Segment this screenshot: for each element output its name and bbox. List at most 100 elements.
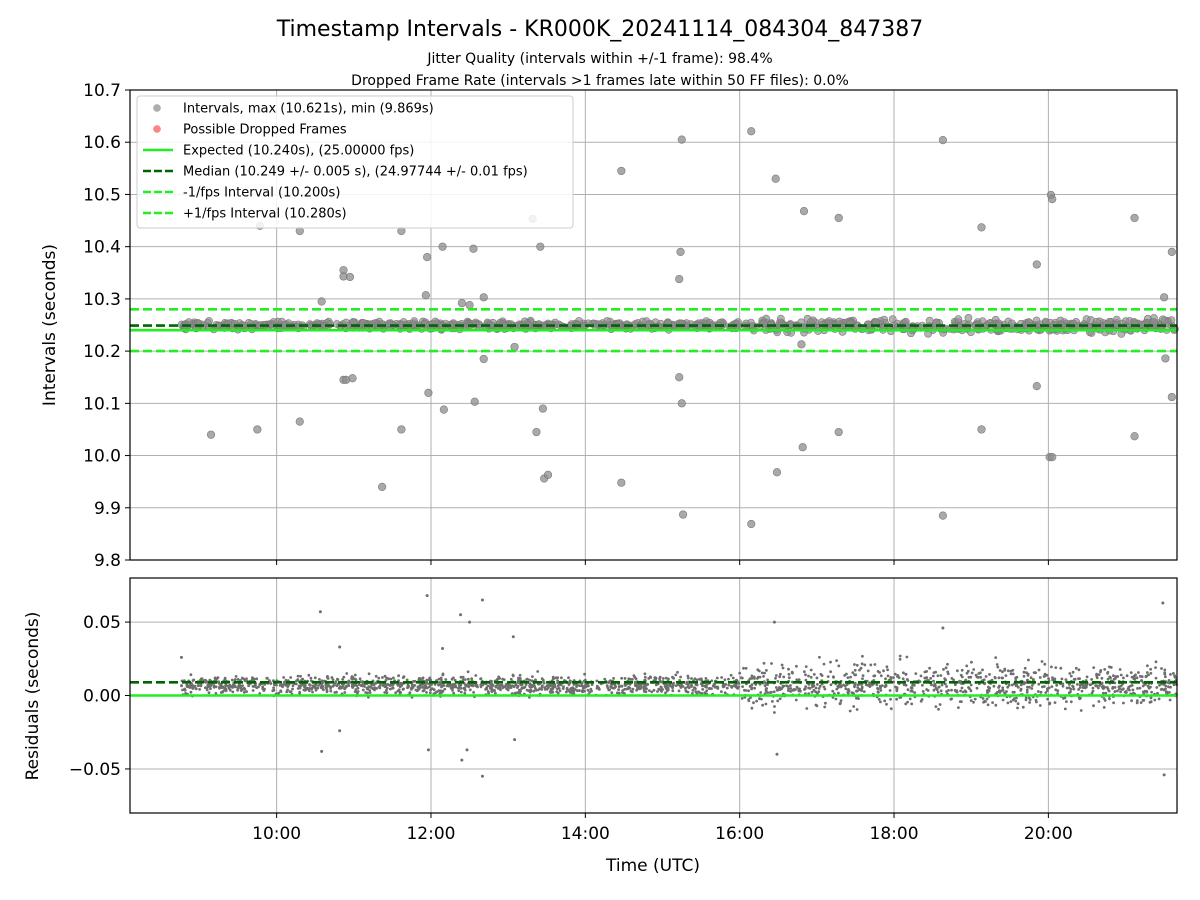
- residual-point: [676, 683, 680, 686]
- residual-point: [441, 684, 445, 688]
- residual-point: [463, 686, 467, 690]
- residual-point: [398, 690, 402, 694]
- residual-point: [518, 673, 522, 677]
- interval-outlier-point: [345, 272, 355, 282]
- residual-point: [875, 683, 879, 687]
- residual-point: [921, 683, 924, 687]
- residual-point: [605, 684, 609, 688]
- residual-point: [965, 664, 969, 668]
- interval-point: [1082, 315, 1091, 324]
- residual-point: [1114, 675, 1118, 678]
- residual-point: [691, 689, 695, 692]
- chart-subtitle-jitter: Jitter Quality (intervals within +/-1 fr…: [426, 51, 772, 67]
- interval-outlier-point: [834, 213, 843, 223]
- residual-point: [765, 687, 768, 690]
- residual-point: [869, 663, 873, 667]
- residual-point: [744, 666, 748, 670]
- residual-point: [505, 687, 509, 691]
- residual-point: [272, 688, 276, 692]
- residual-point: [1144, 674, 1148, 678]
- residual-point: [687, 683, 690, 687]
- residual-outlier-point: [318, 610, 322, 614]
- residual-point: [582, 686, 586, 689]
- residual-point: [859, 666, 863, 670]
- residual-point: [699, 682, 703, 686]
- residual-point: [667, 677, 670, 681]
- intervals-ytick-label: 10.3: [83, 290, 121, 310]
- residual-point: [217, 680, 221, 684]
- residual-outlier-point: [480, 598, 484, 602]
- residual-point: [379, 683, 382, 687]
- residual-point: [919, 699, 923, 703]
- residual-point: [674, 673, 678, 677]
- residual-point: [1056, 689, 1060, 693]
- residual-point: [758, 697, 761, 701]
- residual-point: [1098, 684, 1102, 687]
- residual-point: [1003, 667, 1007, 671]
- residual-point: [518, 688, 521, 692]
- residual-point: [183, 687, 187, 691]
- interval-outlier-point: [797, 340, 806, 349]
- residual-point: [459, 675, 463, 679]
- residual-point: [326, 677, 330, 680]
- residual-point: [1107, 689, 1111, 693]
- residual-point: [814, 686, 818, 690]
- residual-point: [725, 686, 729, 690]
- residual-point: [1009, 700, 1013, 703]
- residual-point: [804, 678, 808, 682]
- residual-point: [311, 690, 314, 694]
- residual-outlier-point: [513, 738, 517, 742]
- residual-point: [468, 688, 472, 692]
- residual-point: [744, 689, 748, 692]
- residual-point: [831, 689, 835, 693]
- residual-point: [750, 683, 754, 687]
- residual-point: [451, 689, 454, 692]
- residual-point: [1001, 698, 1005, 702]
- residual-point: [1047, 677, 1050, 680]
- residual-point: [863, 663, 867, 667]
- residual-point: [950, 677, 954, 680]
- residual-point: [799, 689, 802, 693]
- residual-point: [528, 678, 532, 682]
- residual-point: [664, 676, 668, 680]
- residual-point: [690, 677, 693, 680]
- residual-point: [698, 677, 701, 681]
- residual-point: [538, 687, 542, 690]
- residual-point: [193, 684, 197, 688]
- residual-point: [932, 679, 935, 683]
- residual-point: [358, 677, 362, 681]
- residual-point: [985, 697, 989, 701]
- residual-point: [931, 674, 935, 678]
- residual-point: [412, 680, 415, 683]
- residual-point: [747, 698, 751, 701]
- residual-point: [982, 678, 986, 682]
- residual-point: [530, 679, 534, 683]
- residual-point: [815, 704, 819, 708]
- residual-point: [590, 683, 594, 686]
- residual-point: [789, 690, 793, 693]
- residual-point: [860, 662, 864, 666]
- interval-outlier-point: [675, 373, 684, 382]
- residual-point: [737, 685, 740, 689]
- residual-point: [1112, 674, 1115, 678]
- residual-point: [635, 685, 639, 689]
- residual-outlier-point: [320, 749, 324, 753]
- residual-point: [972, 700, 975, 704]
- interval-point: [431, 317, 440, 326]
- residual-point: [740, 676, 744, 680]
- residual-point: [686, 676, 690, 680]
- residual-point: [459, 690, 463, 694]
- residual-point: [921, 690, 925, 693]
- residual-point: [1016, 685, 1020, 689]
- residual-point: [749, 696, 752, 699]
- residual-point: [1077, 668, 1081, 672]
- residual-point: [364, 691, 367, 694]
- residual-point: [330, 676, 334, 679]
- residual-point: [520, 687, 524, 690]
- residual-point: [653, 676, 657, 680]
- residual-point: [224, 687, 228, 691]
- residual-point: [1128, 684, 1132, 688]
- residual-point: [350, 675, 354, 678]
- residual-point: [583, 672, 586, 676]
- residual-point: [298, 686, 302, 690]
